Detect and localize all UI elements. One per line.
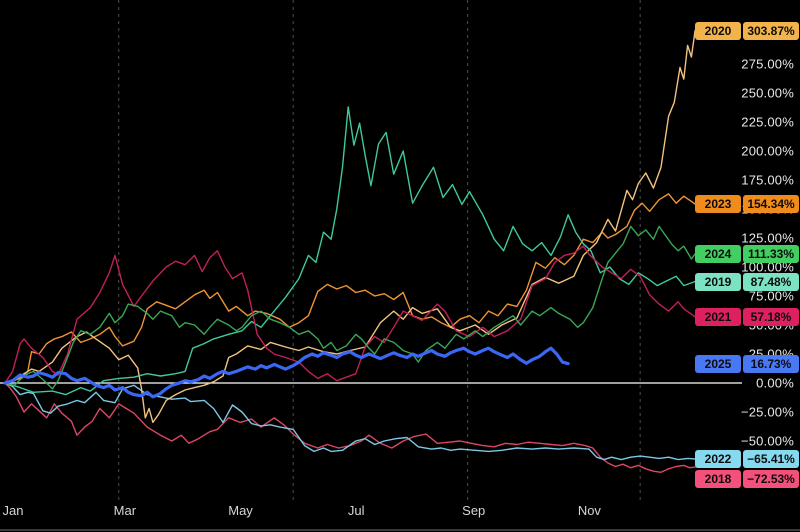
series-line-2018[interactable]: [4, 382, 696, 473]
series-label-row-2021[interactable]: 2021 57.18%: [695, 307, 799, 326]
bottom-axis-rule: [0, 529, 800, 531]
year-badge-2024[interactable]: 2024: [695, 244, 741, 263]
year-badge-2022[interactable]: 2022: [695, 449, 741, 468]
year-badge-2020[interactable]: 2020: [695, 21, 741, 40]
series-label-row-2024[interactable]: 2024 111.33%: [695, 244, 799, 263]
series-line-2019[interactable]: [4, 106, 696, 396]
series-line-2025[interactable]: [3, 346, 570, 399]
year-badge-2019[interactable]: 2019: [695, 272, 741, 291]
value-badge-2018[interactable]: −72.53%: [743, 469, 799, 488]
series-label-row-2022[interactable]: 2022 −65.41%: [695, 449, 799, 468]
value-badge-2020[interactable]: 303.87%: [743, 21, 799, 40]
value-badge-2024[interactable]: 111.33%: [743, 244, 799, 263]
year-badge-2023[interactable]: 2023: [695, 194, 741, 213]
year-badge-2018[interactable]: 2018: [695, 469, 741, 488]
series-line-2022[interactable]: [4, 382, 696, 461]
series-line-2023[interactable]: [4, 193, 696, 384]
series-label-row-2025[interactable]: 2025 16.73%: [695, 354, 799, 373]
value-badge-2025[interactable]: 16.73%: [743, 354, 799, 373]
series-line-2020[interactable]: [4, 29, 696, 424]
value-badge-2022[interactable]: −65.41%: [743, 449, 799, 468]
value-badge-2019[interactable]: 87.48%: [743, 272, 799, 291]
series-label-row-2018[interactable]: 2018 −72.53%: [695, 469, 799, 488]
value-badge-2023[interactable]: 154.34%: [743, 194, 799, 213]
series-line-2024[interactable]: [4, 225, 696, 390]
series-label-row-2019[interactable]: 2019 87.48%: [695, 272, 799, 291]
value-badge-2021[interactable]: 57.18%: [743, 307, 799, 326]
series-label-row-2023[interactable]: 2023 154.34%: [695, 194, 799, 213]
year-badge-2021[interactable]: 2021: [695, 307, 741, 326]
year-badge-2025[interactable]: 2025: [695, 354, 741, 373]
series-line-2021[interactable]: [4, 245, 696, 384]
series-label-row-2020[interactable]: 2020 303.87%: [695, 21, 799, 40]
